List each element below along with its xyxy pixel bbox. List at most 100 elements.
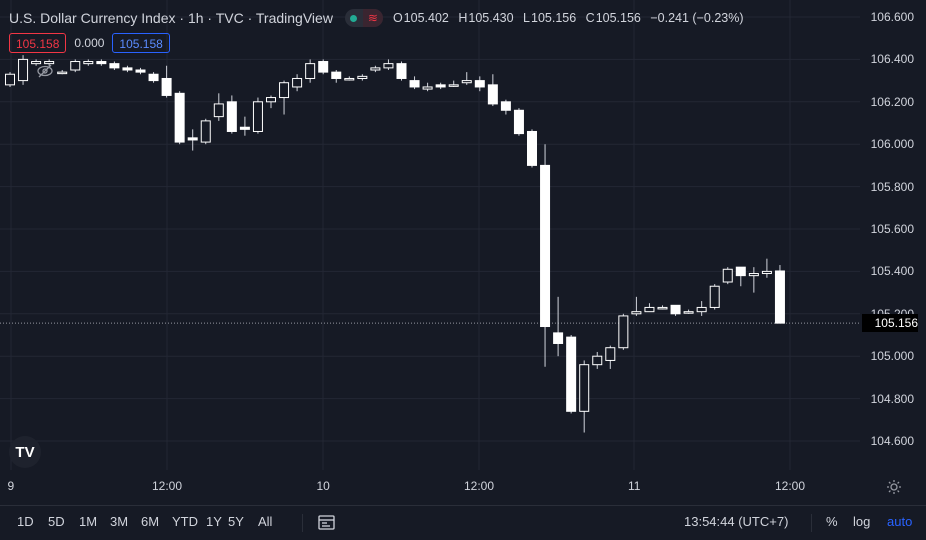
candle-body: [709, 285, 720, 308]
candle-body: [644, 306, 655, 313]
candle-body: [83, 61, 94, 65]
candle-body: [435, 84, 446, 88]
price-tick-label: 104.800: [870, 391, 914, 406]
range-button-1y[interactable]: 1Y: [206, 514, 222, 529]
auto-scale-button[interactable]: auto: [887, 514, 913, 529]
open-value: 105.402: [403, 11, 449, 25]
candle-body: [683, 311, 694, 314]
time-tick-label: 9: [7, 479, 15, 493]
candle: [83, 59, 94, 66]
candle: [213, 93, 224, 121]
candle: [487, 74, 498, 107]
date-range-calendar-icon[interactable]: [318, 514, 335, 530]
low-value: 105.156: [531, 11, 577, 25]
timezone-clock[interactable]: 13:54:44 (UTC+7): [684, 514, 789, 529]
candle-body: [5, 73, 15, 86]
candle-body: [292, 77, 303, 88]
toolbar-divider: [811, 514, 812, 532]
candle: [605, 345, 616, 369]
candle: [618, 313, 629, 350]
candle-body: [318, 61, 329, 73]
candle: [592, 351, 603, 369]
candle-body: [252, 101, 263, 132]
hide-indicators-eye-icon[interactable]: [36, 64, 54, 78]
range-button-6m[interactable]: 6M: [141, 514, 160, 529]
candle-body: [31, 61, 42, 65]
candle: [292, 74, 303, 92]
candle: [422, 82, 433, 92]
candle-body: [474, 80, 485, 88]
change-value: −0.241 (−0.23%): [650, 11, 744, 25]
candle: [657, 305, 668, 310]
price-tick-label: 105.800: [870, 179, 914, 194]
spread-value: 0.000: [74, 36, 105, 50]
time-tick-label: 10: [316, 479, 330, 493]
candle-body: [161, 77, 172, 96]
price-chart[interactable]: [0, 0, 926, 505]
candle: [448, 80, 459, 87]
range-button-1d[interactable]: 1D: [17, 514, 34, 529]
candle: [683, 309, 694, 314]
candle: [200, 118, 211, 145]
candle-body: [500, 101, 511, 111]
candle-body: [213, 103, 224, 118]
chart-grid: [0, 0, 860, 470]
close-label: C: [585, 11, 595, 25]
candle: [109, 61, 120, 70]
candle-body: [487, 84, 498, 105]
candle: [774, 265, 785, 324]
range-button-ytd[interactable]: YTD: [172, 514, 198, 529]
candle-body: [761, 270, 772, 275]
candle: [344, 76, 355, 81]
candle: [474, 76, 485, 92]
sell-button[interactable]: 105.158: [9, 33, 67, 53]
tradingview-logo-icon[interactable]: TV: [9, 436, 41, 468]
candle-body: [527, 130, 537, 166]
chart-settings-gear-icon[interactable]: [886, 479, 902, 495]
log-scale-button[interactable]: log: [853, 514, 871, 529]
candle: [513, 108, 524, 136]
price-tick-label: 106.600: [870, 10, 914, 24]
candle-body: [579, 364, 590, 412]
range-button-3m[interactable]: 3M: [110, 514, 129, 529]
candle: [318, 59, 329, 75]
bottom-toolbar: 1D 5D 1M 3M 6M YTD 1Y 5Y All 13:54:44 (UTC+7) % …: [0, 505, 926, 540]
candle-body: [239, 126, 250, 130]
candle-body: [409, 80, 420, 88]
buy-button[interactable]: 105.158: [112, 33, 170, 53]
candle-body: [513, 109, 524, 135]
current-price-tag: 105.156: [862, 314, 918, 332]
candle-body: [18, 58, 29, 82]
candle-body: [200, 120, 211, 143]
candle-body: [735, 266, 746, 277]
candle-body: [122, 67, 133, 71]
candle: [135, 67, 146, 75]
candle: [279, 80, 290, 115]
candle-body: [553, 332, 564, 344]
candle-body: [148, 73, 159, 82]
price-tick-label: 106.400: [870, 52, 914, 67]
candle: [187, 129, 198, 151]
candle-body: [774, 270, 785, 324]
symbol-title[interactable]: U.S. Dollar Currency Index · 1h · TVC · …: [9, 10, 333, 26]
range-button-5d[interactable]: 5D: [48, 514, 65, 529]
market-status-toggle[interactable]: ≋: [344, 9, 383, 27]
market-open-dot-icon: [345, 9, 363, 27]
range-button-all[interactable]: All: [258, 514, 273, 529]
candle: [174, 91, 185, 145]
candle-body: [748, 273, 759, 277]
candle-body: [592, 355, 603, 366]
range-button-1m[interactable]: 1M: [79, 514, 98, 529]
time-tick-label: 11: [628, 479, 641, 493]
candle-body: [696, 306, 707, 313]
candle: [122, 65, 133, 73]
candle: [239, 116, 250, 136]
candle-body: [226, 101, 237, 132]
percent-scale-button[interactable]: %: [826, 514, 838, 529]
candle-body: [631, 311, 642, 315]
candle: [566, 335, 577, 414]
candle: [331, 70, 342, 83]
candle-body: [670, 304, 681, 315]
range-button-5y[interactable]: 5Y: [228, 514, 244, 529]
candle-body: [305, 63, 316, 79]
